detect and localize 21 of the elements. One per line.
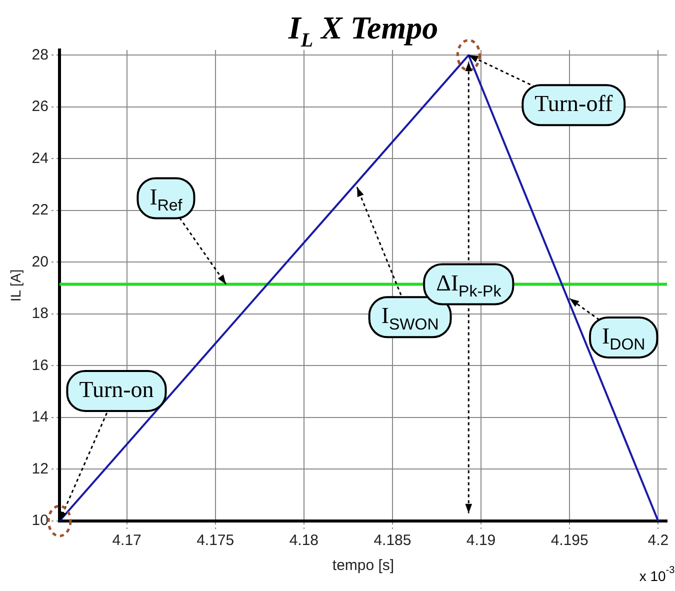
y-tick-label: 26: [32, 98, 48, 116]
x-tick-label: 4.2: [648, 532, 669, 550]
x-tick-label: 4.175: [196, 532, 234, 550]
x-tick-label: 4.18: [289, 532, 319, 550]
y-tick-label: 24: [32, 150, 48, 167]
x-tick-label: 4.195: [550, 532, 588, 550]
y-tick-label: 22: [32, 202, 48, 219]
annotation: Turn-on: [79, 377, 154, 402]
y-tick-label: 10: [32, 512, 48, 530]
x-tick-label: 4.17: [112, 532, 142, 550]
y-tick-label: 14: [32, 408, 48, 426]
y-axis-title: IL [A]: [7, 269, 24, 302]
y-tick-label: 28: [32, 46, 48, 64]
y-tick-label: 18: [32, 305, 48, 322]
x-axis-title: tempo [s]: [332, 557, 394, 574]
y-tick-label: 12: [32, 460, 48, 478]
x-tick-label: 4.19: [466, 532, 496, 550]
annotation: Turn-off: [534, 91, 613, 116]
y-tick-label: 16: [32, 356, 48, 374]
y-tick-label: 20: [32, 253, 48, 270]
x-tick-label: 4.185: [374, 532, 412, 550]
